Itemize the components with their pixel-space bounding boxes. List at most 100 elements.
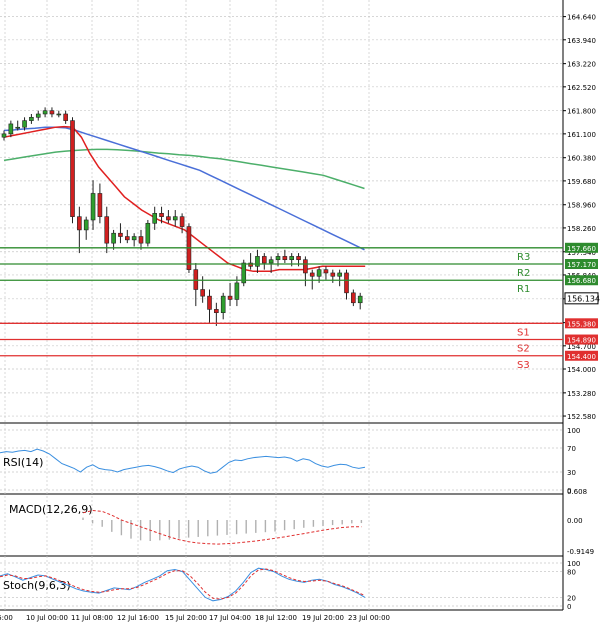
candle <box>97 183 103 224</box>
candle-body <box>90 193 96 221</box>
panel-tick-label: 70 <box>567 445 576 453</box>
level-price-box <box>565 318 598 329</box>
panel-tick-label: 100 <box>567 427 580 435</box>
x-tick-label: 12 Jul 16:00 <box>117 614 159 622</box>
rsi-tick-labels: 100 70 30 0 <box>0 427 580 495</box>
candle <box>29 113 34 124</box>
candle <box>351 289 356 307</box>
candle <box>131 233 137 247</box>
candle <box>309 269 315 290</box>
rsi-panel: 100 70 30 0 RSI(14) <box>0 427 580 495</box>
y-tick-label: 161.100 <box>567 131 596 139</box>
candle <box>303 256 308 287</box>
candle-body <box>97 193 103 217</box>
candle-body <box>29 116 34 121</box>
candle-body <box>220 295 226 314</box>
level-r1: R1 156.680 <box>0 275 598 295</box>
x-tick-label: 19 Jul 20:00 <box>302 614 344 622</box>
candle <box>282 249 288 264</box>
vertical-gridlines <box>4 0 370 610</box>
candle <box>145 219 151 247</box>
candle-body <box>241 262 247 284</box>
candle-body <box>63 113 68 121</box>
x-tick-label: 10 Jul 00:00 <box>26 614 68 622</box>
y-tick-label: 161.800 <box>567 108 596 116</box>
candle-body <box>22 120 27 128</box>
candle <box>172 210 178 227</box>
candle-body <box>56 113 62 116</box>
candle-body <box>255 256 260 267</box>
candle-body <box>261 256 267 264</box>
candle-body <box>309 272 315 277</box>
candle-body <box>357 295 363 304</box>
candle-body <box>49 110 55 115</box>
candle <box>125 229 130 244</box>
level-price-box <box>565 334 598 345</box>
pivot-levels: R3 157.660 R2 157.170 R1 156.680 S1 155.380 S2 15… <box>0 242 598 371</box>
macd-panel: 0.608 0.00 -0.9149 MACD(12,26,9) <box>9 488 594 556</box>
level-name: S3 <box>517 360 530 371</box>
panel-tick-label: 80 <box>567 569 576 577</box>
candle-body <box>207 295 212 310</box>
candle-body <box>145 222 151 244</box>
candle <box>220 292 226 320</box>
candle-body <box>275 256 281 261</box>
candle-body <box>83 219 89 231</box>
level-price-label: 154.890 <box>567 337 596 345</box>
y-tick-label: 158.960 <box>567 202 596 210</box>
candle-body <box>125 236 130 241</box>
y-tick-label: 159.680 <box>567 178 596 186</box>
candle-body <box>268 259 274 264</box>
candle <box>83 216 89 240</box>
candle-body <box>296 256 301 261</box>
candle <box>227 282 233 307</box>
candle <box>255 249 260 273</box>
candle-body <box>344 272 349 294</box>
panel-tick-label: 20 <box>567 594 576 602</box>
y-tick-label: 163.940 <box>567 37 596 45</box>
rsi-line <box>0 448 366 474</box>
candle-body <box>138 236 144 244</box>
candle <box>323 266 329 280</box>
candle-body <box>337 272 342 277</box>
candle <box>261 253 267 270</box>
level-price-box <box>565 275 598 286</box>
level-name: S1 <box>517 327 530 338</box>
candle-body <box>248 262 253 267</box>
candle-body <box>227 295 233 300</box>
x-tick-label: 15 Jul 20:00 <box>165 614 207 622</box>
candle-body <box>323 269 329 274</box>
candle-body <box>8 123 14 135</box>
level-name: R1 <box>517 284 530 295</box>
candle <box>35 110 41 121</box>
x-tick-label: 23 Jul 00:00 <box>348 614 390 622</box>
level-r3: R3 157.660 <box>0 242 598 263</box>
y-tick-label: 154.000 <box>567 366 596 374</box>
level-price-box <box>565 350 598 361</box>
candle-body <box>1 133 7 138</box>
candle-body <box>35 113 41 118</box>
x-tick-label: 18 Jul 12:00 <box>255 614 297 622</box>
y-tick-label: 153.280 <box>567 390 596 398</box>
y-tick-label: 158.260 <box>567 225 596 233</box>
candle <box>207 289 212 323</box>
candle-body <box>172 216 178 221</box>
x-tick-label: 17 Jul 04:00 <box>209 614 251 622</box>
candle <box>214 302 219 326</box>
panel-tick-label: 30 <box>567 469 576 477</box>
candle-body <box>70 120 75 217</box>
candle <box>42 107 48 118</box>
candle-body <box>77 216 82 231</box>
y-tick-label: 164.640 <box>567 14 596 22</box>
x-tick-label: 11 Jul 08:00 <box>71 614 113 622</box>
level-name: R3 <box>517 252 530 263</box>
macd-label: MACD(12,26,9) <box>9 503 93 516</box>
level-price-label: 156.680 <box>567 277 596 285</box>
candle-body <box>131 236 137 241</box>
candle <box>56 110 62 118</box>
candle <box>138 229 144 250</box>
